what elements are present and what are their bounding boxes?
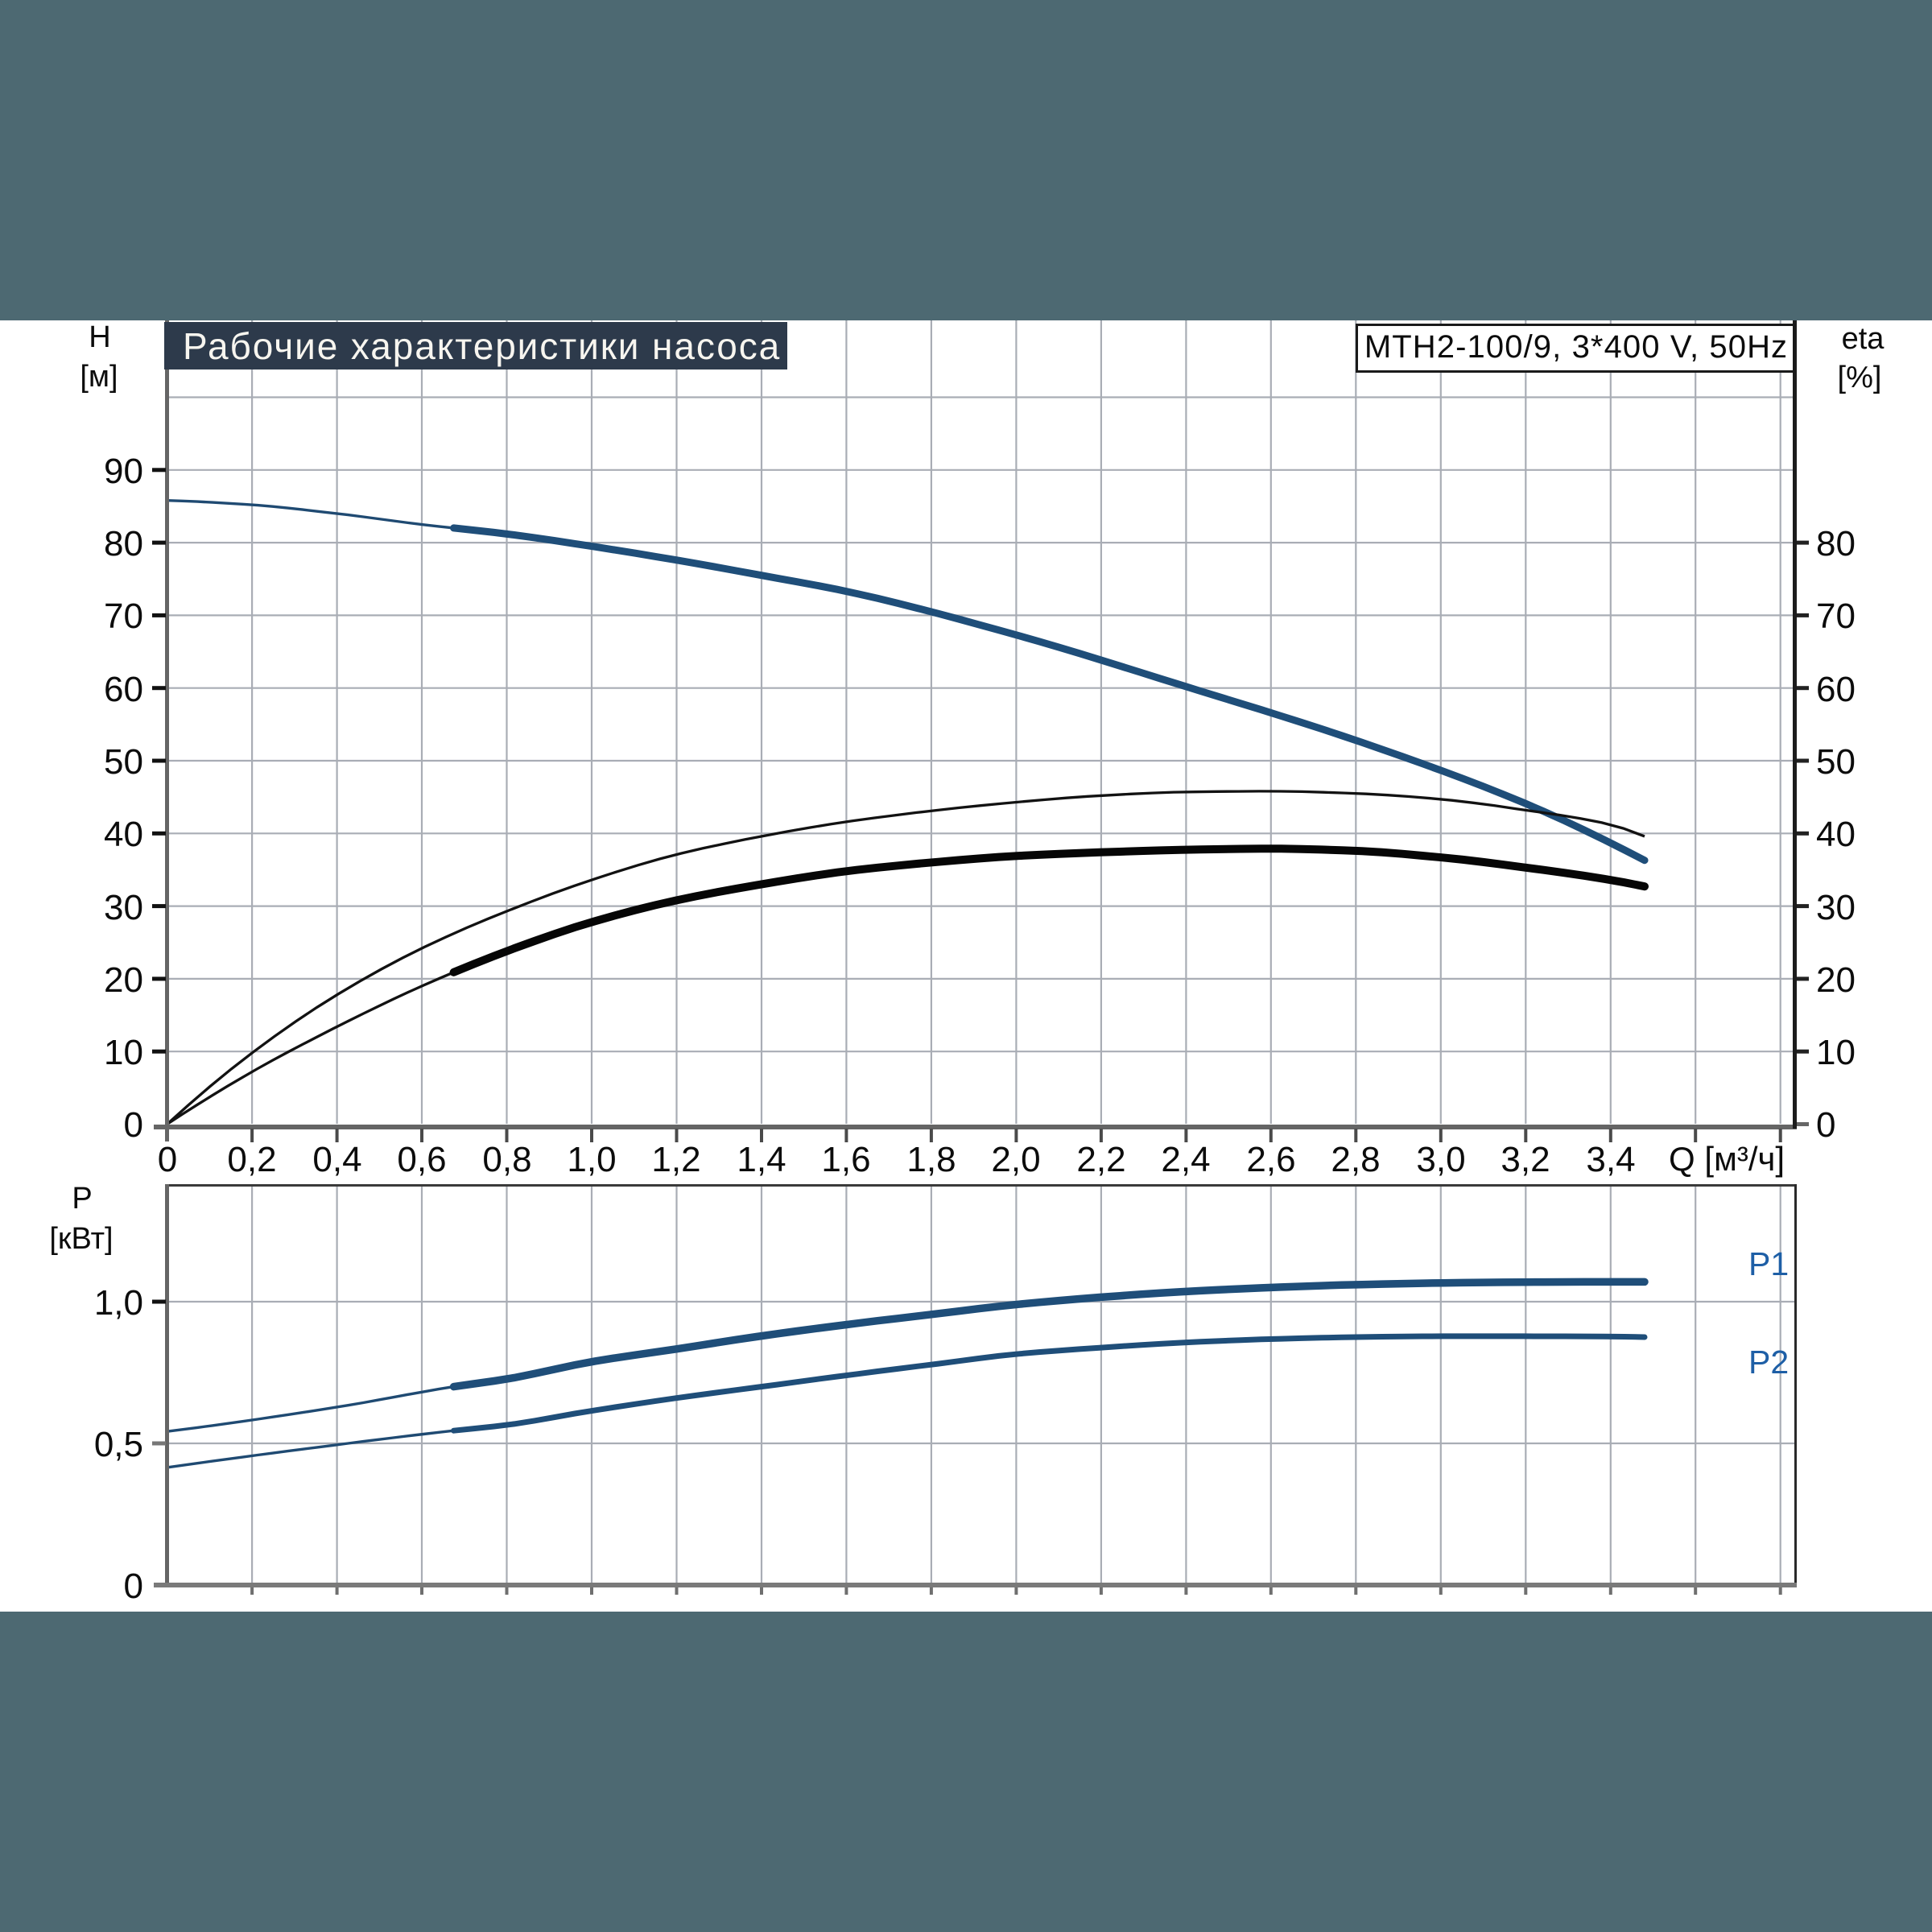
svg-text:40: 40 xyxy=(1816,815,1856,854)
svg-text:[%]: [%] xyxy=(1838,361,1882,394)
svg-text:0,6: 0,6 xyxy=(397,1140,446,1179)
svg-text:20: 20 xyxy=(1816,960,1856,1000)
svg-text:60: 60 xyxy=(1816,670,1856,709)
svg-text:0: 0 xyxy=(158,1140,177,1179)
svg-text:0: 0 xyxy=(124,1105,143,1145)
svg-text:1,8: 1,8 xyxy=(906,1140,956,1179)
svg-text:0,2: 0,2 xyxy=(227,1140,276,1179)
svg-text:P1: P1 xyxy=(1748,1245,1789,1282)
svg-text:80: 80 xyxy=(104,524,143,564)
svg-text:0,4: 0,4 xyxy=(312,1140,361,1179)
svg-text:90: 90 xyxy=(104,452,143,491)
svg-text:1,6: 1,6 xyxy=(821,1140,870,1179)
svg-text:70: 70 xyxy=(104,597,143,636)
svg-text:20: 20 xyxy=(104,960,143,1000)
svg-text:P2: P2 xyxy=(1748,1344,1789,1381)
svg-text:2,0: 2,0 xyxy=(991,1140,1040,1179)
svg-text:Рабочие характеристики насоса: Рабочие характеристики насоса xyxy=(183,325,781,367)
svg-text:H: H xyxy=(89,320,110,354)
svg-text:3,0: 3,0 xyxy=(1416,1140,1465,1179)
svg-text:2,2: 2,2 xyxy=(1076,1140,1125,1179)
svg-text:40: 40 xyxy=(104,815,143,854)
svg-text:1,2: 1,2 xyxy=(651,1140,700,1179)
svg-text:1,0: 1,0 xyxy=(94,1283,143,1323)
svg-text:3,4: 3,4 xyxy=(1586,1140,1635,1179)
svg-text:80: 80 xyxy=(1816,524,1856,564)
svg-text:MTH2-100/9, 3*400 V, 50Hz: MTH2-100/9, 3*400 V, 50Hz xyxy=(1364,329,1788,365)
svg-text:0: 0 xyxy=(1816,1105,1835,1145)
svg-text:1,4: 1,4 xyxy=(737,1140,786,1179)
svg-text:2,4: 2,4 xyxy=(1161,1140,1210,1179)
svg-text:[м]: [м] xyxy=(80,360,118,394)
svg-text:3,2: 3,2 xyxy=(1501,1140,1550,1179)
svg-text:10: 10 xyxy=(1816,1033,1856,1072)
svg-text:50: 50 xyxy=(104,742,143,782)
svg-text:0: 0 xyxy=(124,1567,143,1606)
svg-text:eta: eta xyxy=(1842,322,1885,356)
svg-text:60: 60 xyxy=(104,670,143,709)
svg-text:0,5: 0,5 xyxy=(94,1425,143,1464)
svg-text:2,8: 2,8 xyxy=(1331,1140,1380,1179)
svg-text:Q [м³/ч]: Q [м³/ч] xyxy=(1669,1140,1785,1178)
svg-text:[кВт]: [кВт] xyxy=(49,1222,113,1256)
svg-text:30: 30 xyxy=(1816,888,1856,927)
svg-text:P: P xyxy=(72,1182,92,1216)
svg-text:10: 10 xyxy=(104,1033,143,1072)
svg-text:0,8: 0,8 xyxy=(482,1140,531,1179)
svg-text:30: 30 xyxy=(104,888,143,927)
svg-text:2,6: 2,6 xyxy=(1246,1140,1295,1179)
svg-text:1,0: 1,0 xyxy=(567,1140,616,1179)
svg-text:50: 50 xyxy=(1816,742,1856,782)
svg-text:70: 70 xyxy=(1816,597,1856,636)
